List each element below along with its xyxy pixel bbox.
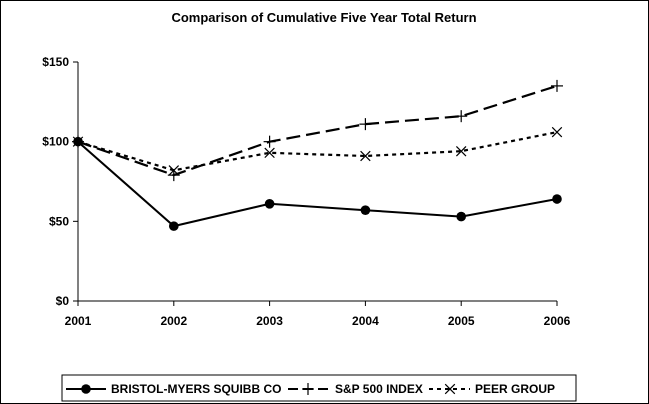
- series-1: [72, 79, 563, 182]
- data-point: [455, 110, 468, 123]
- y-tick-label: $0: [56, 294, 70, 308]
- legend-label: PEER GROUP: [475, 382, 555, 396]
- data-point: [169, 221, 179, 231]
- x-tick-label: 2001: [65, 314, 92, 328]
- legend-marker: [444, 383, 456, 395]
- data-point: [263, 135, 276, 148]
- y-tick-label: $100: [42, 135, 69, 149]
- data-point: [552, 194, 562, 204]
- legend-label: BRISTOL-MYERS SQUIBB CO: [111, 382, 281, 396]
- legend-marker: [302, 383, 314, 395]
- y-tick-label: $150: [42, 55, 69, 69]
- series-line: [77, 131, 558, 172]
- x-tick-label: 2002: [160, 314, 187, 328]
- x-tick-label: 2003: [256, 314, 283, 328]
- legend: BRISTOL-MYERS SQUIBB CO S&P 500 INDEX PEER…: [61, 374, 577, 402]
- data-point: [551, 126, 563, 138]
- series-line: [77, 140, 558, 228]
- series-0: [73, 136, 562, 231]
- legend-entry: BRISTOL-MYERS SQUIBB CO: [66, 382, 281, 396]
- series-layer: [72, 79, 563, 231]
- series-line: [77, 84, 558, 177]
- data-point: [359, 118, 372, 131]
- data-point: [264, 199, 275, 209]
- x-tick-label: 2006: [544, 314, 571, 328]
- x-tick-label: 2005: [448, 314, 475, 328]
- x-tick-label: 2004: [352, 314, 379, 328]
- y-tick-label: $50: [49, 214, 69, 228]
- axes: $0 $50 $100 $150 2001 2002 2003 2004 2005 2006: [42, 55, 570, 328]
- data-point: [455, 146, 467, 157]
- data-point: [360, 205, 371, 215]
- data-point: [456, 211, 467, 222]
- data-point: [73, 136, 83, 147]
- legend-entry: PEER GROUP: [429, 382, 555, 396]
- data-point: [264, 147, 275, 159]
- data-point: [551, 79, 563, 92]
- data-point: [360, 150, 371, 162]
- chart-title: Comparison of Cumulative Five Year Total…: [171, 10, 476, 25]
- data-point: [167, 169, 180, 182]
- legend-label: S&P 500 INDEX: [335, 382, 423, 396]
- legend-entry: S&P 500 INDEX: [288, 382, 423, 396]
- legend-marker: [81, 384, 91, 394]
